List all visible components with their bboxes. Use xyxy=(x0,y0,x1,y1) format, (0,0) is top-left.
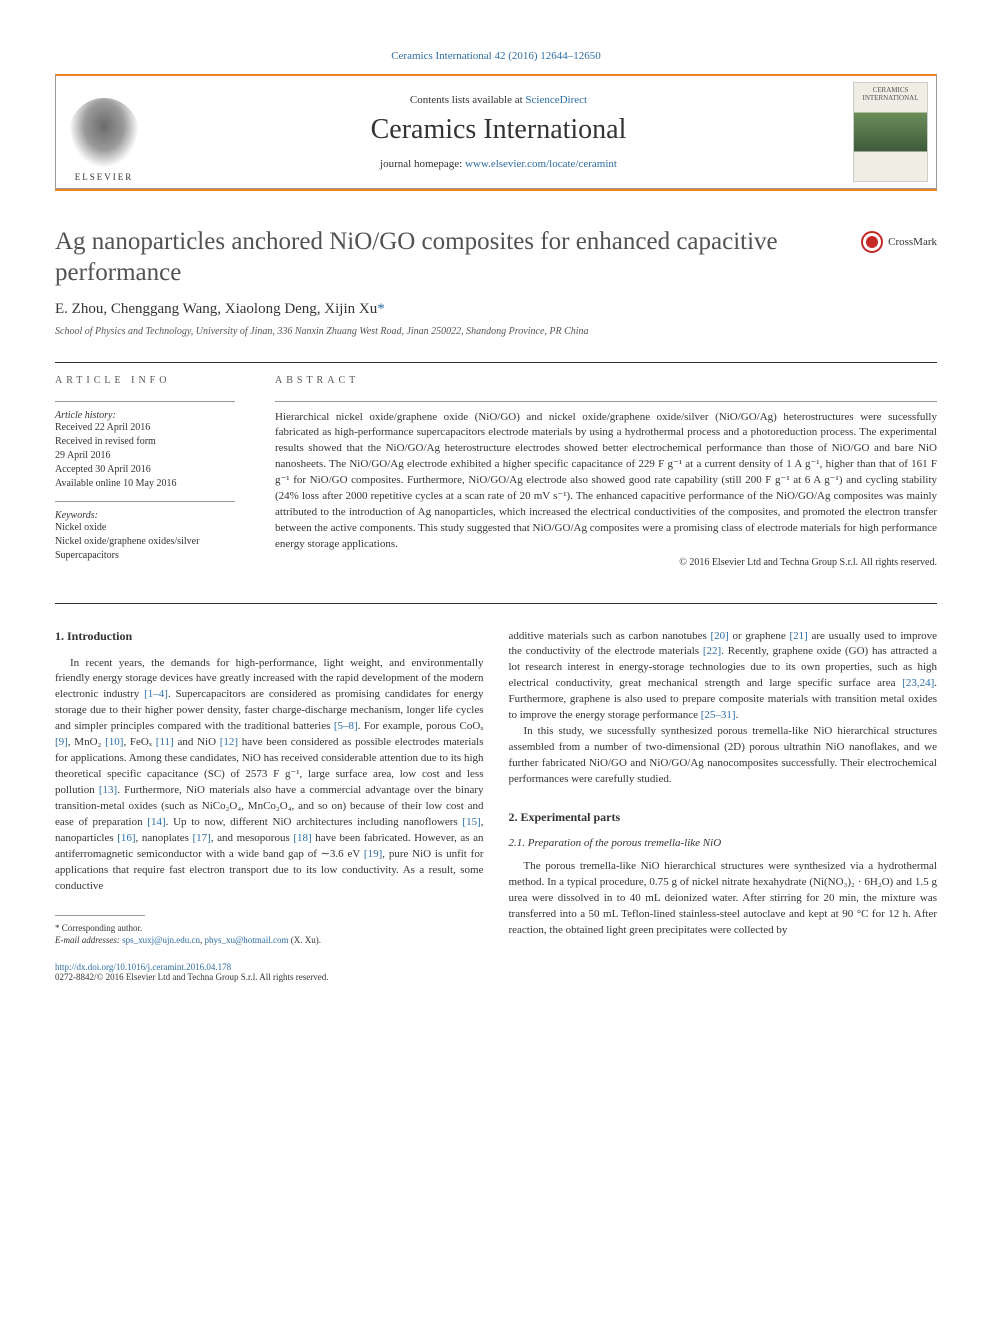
homepage-line: journal homepage: www.elsevier.com/locat… xyxy=(152,158,845,170)
ref-17[interactable]: [17] xyxy=(192,832,210,844)
history-text: Received 22 April 2016 Received in revis… xyxy=(55,421,235,491)
email-link-2[interactable]: phys_xu@hotmail.com xyxy=(204,935,288,945)
ref-13[interactable]: [13] xyxy=(99,784,117,796)
affiliation: School of Physics and Technology, Univer… xyxy=(55,326,937,337)
journal-header: ELSEVIER Contents lists available at Sci… xyxy=(55,74,937,189)
section-exp-heading: 2. Experimental parts xyxy=(509,810,938,825)
article-info-heading: ARTICLE INFO xyxy=(55,375,235,386)
subsection-prep-heading: 2.1. Preparation of the porous tremella-… xyxy=(509,837,938,849)
issn-copyright: 0272-8842/© 2016 Elsevier Ltd and Techna… xyxy=(55,972,937,982)
keywords-text: Nickel oxide Nickel oxide/graphene oxide… xyxy=(55,521,235,563)
ref-1-4[interactable]: [1–4] xyxy=(144,688,168,700)
homepage-prefix: journal homepage: xyxy=(380,158,465,170)
email-link-1[interactable]: sps_xuxj@ujn.edu.cn xyxy=(122,935,200,945)
abstract-text: Hierarchical nickel oxide/graphene oxide… xyxy=(275,401,937,553)
ref-5-8[interactable]: [5–8] xyxy=(334,720,358,732)
keywords-label: Keywords: xyxy=(55,510,235,521)
article-title: Ag nanoparticles anchored NiO/GO composi… xyxy=(55,226,841,289)
ref-23-24[interactable]: [23,24] xyxy=(902,677,934,689)
footnote-separator xyxy=(55,915,145,916)
intro-paragraph-1: In recent years, the demands for high-pe… xyxy=(55,656,484,895)
elsevier-label: ELSEVIER xyxy=(75,172,134,182)
authors-text: E. Zhou, Chenggang Wang, Xiaolong Deng, … xyxy=(55,301,377,317)
abstract-copyright: © 2016 Elsevier Ltd and Techna Group S.r… xyxy=(275,557,937,568)
crossmark-icon xyxy=(861,231,883,253)
ref-10[interactable]: [10] xyxy=(105,736,123,748)
doi-link[interactable]: http://dx.doi.org/10.1016/j.ceramint.201… xyxy=(55,962,937,972)
body-columns: 1. Introduction In recent years, the dem… xyxy=(55,603,937,947)
ref-9[interactable]: [9] xyxy=(55,736,68,748)
corresponding-mark[interactable]: * xyxy=(377,301,385,317)
ref-22[interactable]: [22] xyxy=(703,645,721,657)
ref-19[interactable]: [19] xyxy=(364,848,382,860)
ref-18[interactable]: [18] xyxy=(293,832,311,844)
email-footnote: E-mail addresses: sps_xuxj@ujn.edu.cn, p… xyxy=(55,934,484,947)
journal-cover: CERAMICS INTERNATIONAL xyxy=(853,82,928,182)
ref-12[interactable]: [12] xyxy=(220,736,238,748)
abstract-column: ABSTRACT Hierarchical nickel oxide/graph… xyxy=(255,363,937,573)
right-column: additive materials such as carbon nanotu… xyxy=(509,629,938,947)
contents-available: Contents lists available at ScienceDirec… xyxy=(152,94,845,106)
ref-11[interactable]: [11] xyxy=(156,736,174,748)
ref-16[interactable]: [16] xyxy=(117,832,135,844)
left-column: 1. Introduction In recent years, the dem… xyxy=(55,629,484,947)
sciencedirect-link[interactable]: ScienceDirect xyxy=(525,94,587,106)
history-label: Article history: xyxy=(55,410,235,421)
ref-20[interactable]: [20] xyxy=(710,630,728,642)
authors-line: E. Zhou, Chenggang Wang, Xiaolong Deng, … xyxy=(55,301,937,318)
citation-line: Ceramics International 42 (2016) 12644–1… xyxy=(55,50,937,62)
ref-14[interactable]: [14] xyxy=(147,816,165,828)
intro-paragraph-3: In this study, we sucessfully synthesize… xyxy=(509,724,938,788)
corresponding-footnote: * Corresponding author. xyxy=(55,922,484,935)
elsevier-logo: ELSEVIER xyxy=(64,82,144,182)
crossmark-badge[interactable]: CrossMark xyxy=(861,231,937,253)
intro-paragraph-2: additive materials such as carbon nanotu… xyxy=(509,629,938,725)
ref-21[interactable]: [21] xyxy=(789,630,807,642)
homepage-link[interactable]: www.elsevier.com/locate/ceramint xyxy=(465,158,617,170)
email-label: E-mail addresses: xyxy=(55,935,122,945)
abstract-heading: ABSTRACT xyxy=(275,375,937,386)
ref-15[interactable]: [15] xyxy=(462,816,480,828)
section-intro-heading: 1. Introduction xyxy=(55,629,484,644)
contents-prefix: Contents lists available at xyxy=(410,94,525,106)
journal-name: Ceramics International xyxy=(152,114,845,146)
ref-25-31[interactable]: [25–31] xyxy=(701,709,736,721)
exp-paragraph-1: The porous tremella-like NiO hierarchica… xyxy=(509,859,938,939)
article-info-column: ARTICLE INFO Article history: Received 2… xyxy=(55,363,255,573)
crossmark-label: CrossMark xyxy=(888,236,937,248)
cover-title: CERAMICS INTERNATIONAL xyxy=(854,86,927,102)
